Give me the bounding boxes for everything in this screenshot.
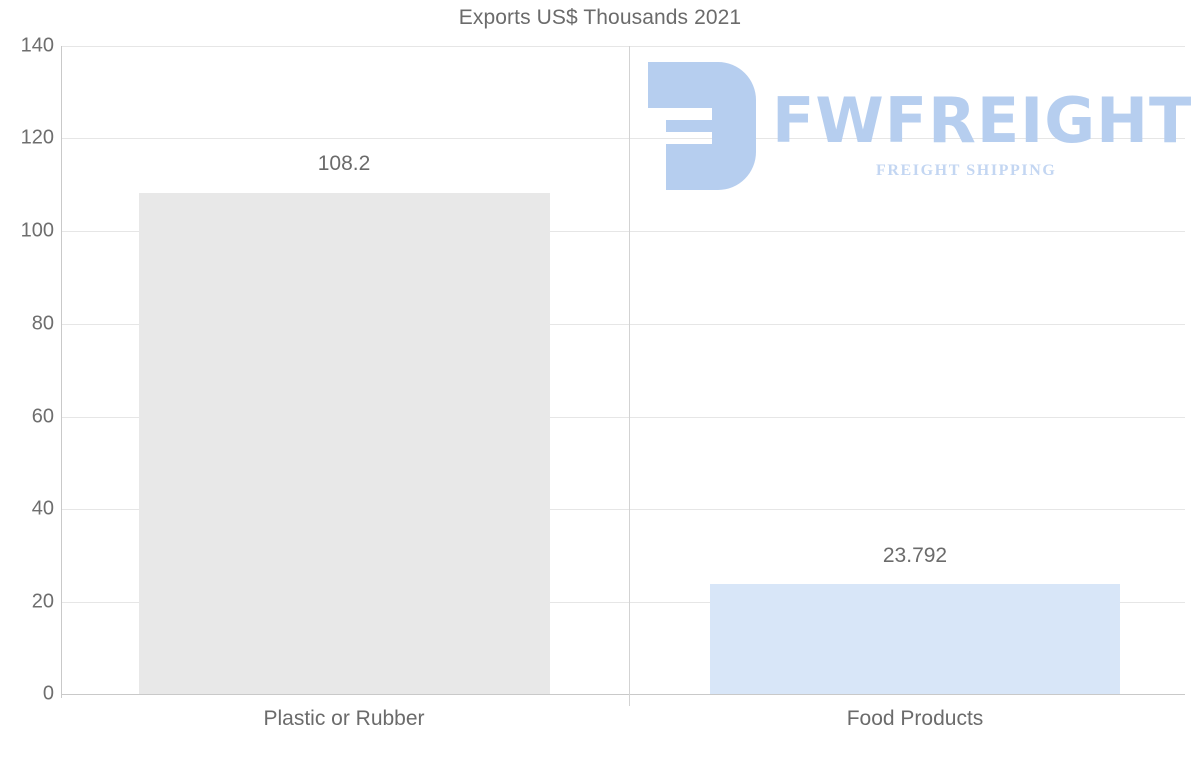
bar-food-products[interactable] bbox=[710, 584, 1120, 694]
x-axis-label-plastic-or-rubber: Plastic or Rubber bbox=[263, 707, 425, 730]
y-tick-label: 140 bbox=[20, 34, 54, 57]
gridline-100 bbox=[61, 231, 1185, 232]
x-axis-label-food-products: Food Products bbox=[846, 707, 984, 730]
gridline-120 bbox=[61, 138, 1185, 139]
bar-plastic-or-rubber[interactable] bbox=[139, 193, 550, 694]
y-tick-label: 80 bbox=[31, 312, 54, 335]
y-tick-label: 20 bbox=[31, 590, 54, 613]
gridline-60 bbox=[61, 417, 1185, 418]
gridline-40 bbox=[61, 509, 1185, 510]
gridline-baseline-0 bbox=[61, 694, 1185, 695]
gridline-80 bbox=[61, 324, 1185, 325]
category-divider-line bbox=[629, 46, 630, 706]
bar-value-label-food-products: 23.792 bbox=[882, 544, 948, 567]
gridline-140 bbox=[61, 46, 1185, 47]
y-tick-label: 60 bbox=[31, 405, 54, 428]
y-tick-label: 100 bbox=[20, 219, 54, 242]
y-axis-line bbox=[61, 46, 62, 698]
chart-title: Exports US$ Thousands 2021 bbox=[458, 6, 742, 29]
y-tick-label: 0 bbox=[42, 682, 54, 705]
plot-area bbox=[61, 46, 1185, 695]
bar-value-label-plastic-or-rubber: 108.2 bbox=[317, 152, 371, 175]
y-tick-label: 40 bbox=[31, 497, 54, 520]
gridline-20 bbox=[61, 602, 1185, 603]
y-tick-label: 120 bbox=[20, 126, 54, 149]
y-axis-tick-labels: 140 120 100 80 60 40 20 0 bbox=[0, 0, 54, 763]
